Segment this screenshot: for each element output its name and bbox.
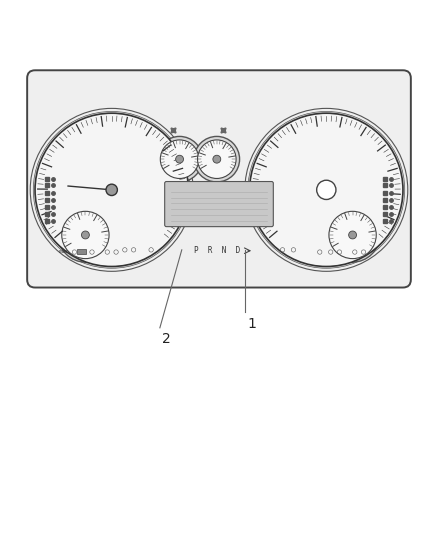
Circle shape	[106, 184, 117, 196]
Circle shape	[349, 231, 357, 239]
Circle shape	[157, 136, 202, 182]
Circle shape	[194, 136, 240, 182]
Circle shape	[33, 111, 190, 268]
FancyBboxPatch shape	[27, 70, 411, 287]
Circle shape	[160, 140, 199, 179]
Circle shape	[62, 211, 109, 259]
Text: 1: 1	[247, 317, 256, 331]
Circle shape	[81, 231, 89, 239]
Circle shape	[248, 111, 405, 268]
Circle shape	[325, 208, 380, 262]
Circle shape	[317, 180, 336, 199]
Circle shape	[176, 155, 184, 163]
FancyBboxPatch shape	[165, 182, 273, 227]
Text: 2: 2	[162, 332, 171, 346]
Circle shape	[35, 113, 188, 266]
Circle shape	[329, 211, 376, 259]
Bar	[77, 248, 86, 254]
Text: P  R  N  D: P R N D	[194, 246, 240, 255]
Circle shape	[213, 155, 221, 163]
Circle shape	[198, 140, 236, 179]
Circle shape	[250, 113, 403, 266]
Circle shape	[58, 208, 113, 262]
Text: BRAKE: BRAKE	[59, 250, 69, 254]
